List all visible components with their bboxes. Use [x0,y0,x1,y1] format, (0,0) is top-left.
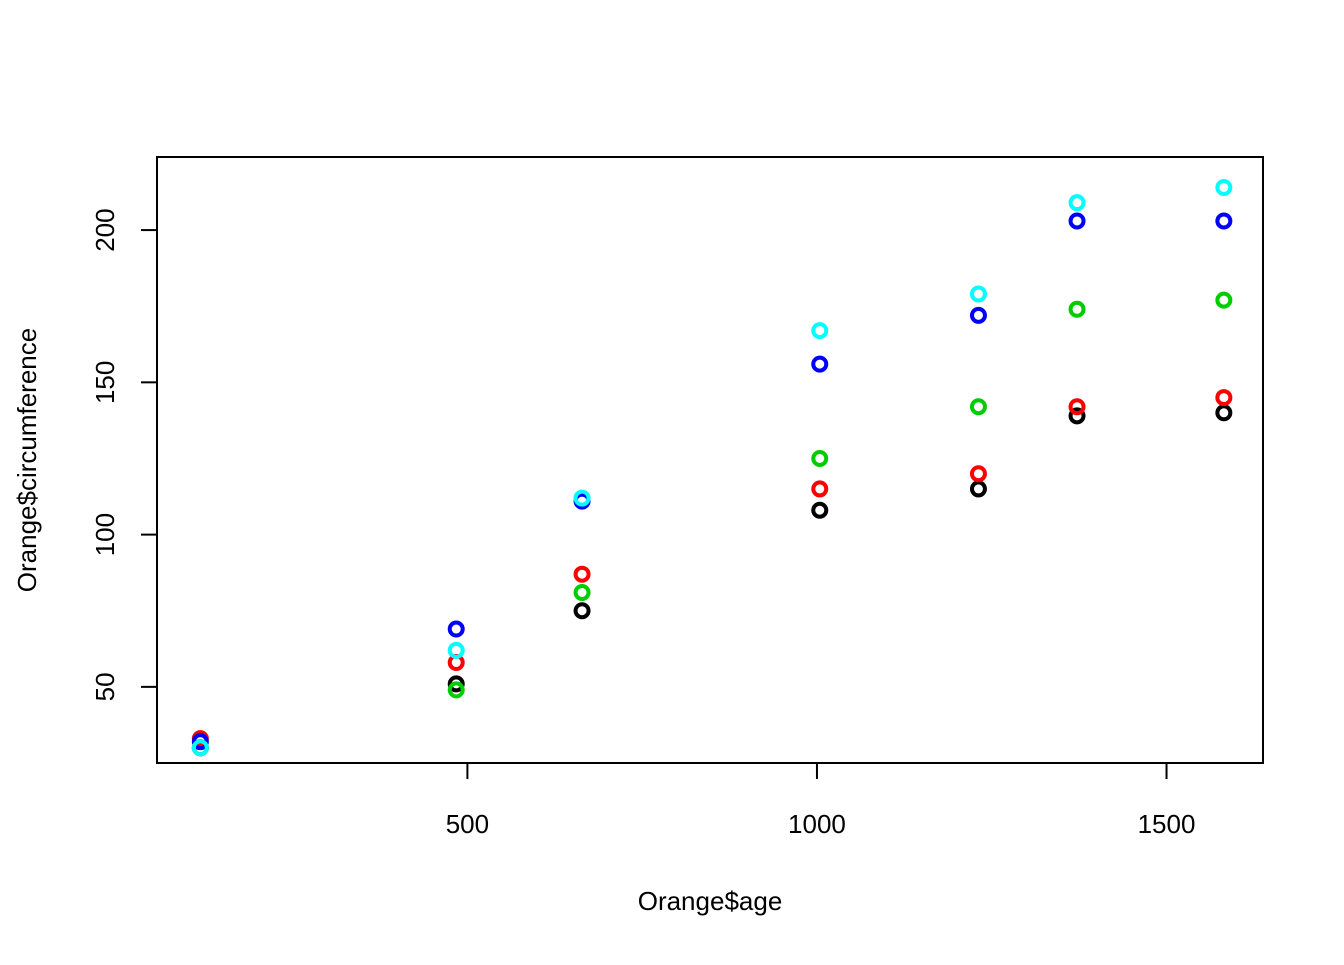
data-point-series-1 [969,480,987,498]
data-point-series-5 [447,641,465,659]
data-point-series-5 [811,322,829,340]
data-point-series-2 [1215,389,1233,407]
data-point-series-5 [573,489,591,507]
x-tick-label: 500 [446,809,489,839]
data-point-series-5 [969,285,987,303]
data-point-series-5 [1215,178,1233,196]
data-point-series-5 [1068,194,1086,212]
data-point-series-3 [447,681,465,699]
data-point-series-4 [447,620,465,638]
data-point-series-3 [969,398,987,416]
x-tick-label: 1500 [1138,809,1196,839]
data-point-series-3 [573,583,591,601]
data-point-series-4 [811,355,829,373]
data-point-series-4 [1215,212,1233,230]
data-point-series-5 [191,739,209,757]
data-point-series-1 [573,602,591,620]
data-point-series-4 [191,733,209,751]
y-tick-label: 150 [90,361,120,404]
data-points [191,178,1233,757]
y-tick-label: 100 [90,513,120,556]
x-axis-title: Orange$age [638,886,783,916]
data-point-series-3 [811,449,829,467]
data-point-series-2 [811,480,829,498]
data-point-series-1 [447,675,465,693]
x-ticks: 500 1000 1500 [446,763,1196,839]
data-point-series-1 [1068,407,1086,425]
data-point-series-2 [1068,398,1086,416]
data-point-series-2 [969,465,987,483]
data-point-series-1 [1215,404,1233,422]
y-tick-label: 50 [90,672,120,701]
y-tick-label: 200 [90,208,120,251]
data-point-series-3 [1068,300,1086,318]
y-ticks: 50 100 150 200 [90,208,157,701]
x-tick-label: 1000 [788,809,846,839]
data-point-series-1 [811,501,829,519]
plot-frame [156,156,1264,764]
data-point-series-4 [969,306,987,324]
data-point-series-3 [1215,291,1233,309]
y-axis-title: Orange$circumference [12,328,42,592]
data-point-series-4 [1068,212,1086,230]
data-point-series-2 [573,565,591,583]
